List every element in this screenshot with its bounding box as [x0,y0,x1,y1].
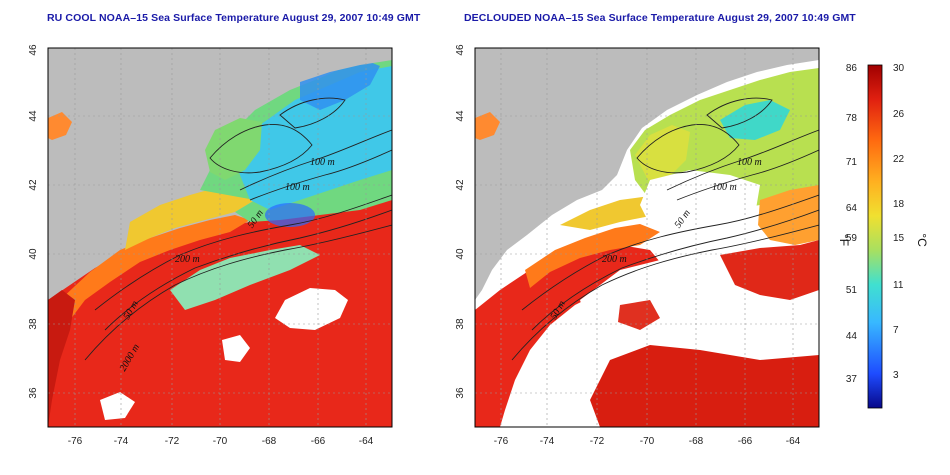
y-tick-label: 44 [455,110,466,122]
cloud-patch [275,288,348,330]
coastline-land [48,48,392,300]
sst-warm-patch [618,300,660,330]
contour-label: 100 m [712,182,737,193]
sst-gulf-maine [205,118,262,180]
y-tick-label: 38 [28,318,39,330]
sst-warm-region [475,245,660,427]
bathymetry-contours [511,97,819,361]
y-tick-label: 46 [455,44,466,56]
x-tick-label: -68 [262,436,277,447]
x-tick-label: -66 [738,436,753,447]
sst-cyan-patch [720,100,790,140]
fahrenheit-tick: 37 [846,374,858,385]
map-frame [47,47,393,428]
x-tick-label: -74 [540,436,555,447]
celsius-unit: °C [915,233,929,247]
x-axis: -76 -74 -72 -70 -68 -66 -64 [68,436,374,447]
sst-yellow-band [125,188,255,250]
sst-cape-patch [48,112,72,140]
left-map-panel: 100 m 100 m 50 m 200 m 50 m 2000 m -76 -… [28,44,393,447]
fahrenheit-tick: 78 [846,113,858,124]
y-axis: 46 44 42 40 38 36 [455,44,466,399]
x-tick-label: -72 [590,436,605,447]
right-map-panel: 100 m 100 m 50 m 200 m 50 m -76 -74 -72 … [455,44,820,447]
contour-label: 100 m [310,157,335,168]
y-tick-label: 36 [28,387,39,399]
fahrenheit-tick: 44 [846,331,858,342]
cloud-patch [640,170,760,235]
contour-label: 100 m [737,157,762,168]
y-tick-label: 46 [28,44,39,56]
x-tick-label: -68 [689,436,704,447]
contour-label: 100 m [285,182,310,193]
right-map-title: DECLOUDED NOAA–15 Sea Surface Temperatur… [464,12,856,24]
y-tick-label: 42 [28,179,39,191]
x-tick-label: -76 [494,436,509,447]
coastline-land [475,48,819,300]
celsius-tick: 22 [893,154,905,165]
x-axis: -76 -74 -72 -70 -68 -66 -64 [494,436,801,447]
fahrenheit-tick: 51 [846,285,858,296]
colorbar-gradient [867,64,883,409]
x-tick-label: -70 [640,436,655,447]
fahrenheit-tick: 64 [846,203,858,214]
celsius-tick: 11 [893,280,904,291]
celsius-tick: 18 [893,199,905,210]
x-tick-label: -64 [786,436,801,447]
fahrenheit-tick: 86 [846,63,858,74]
fahrenheit-tick: 59 [846,233,858,244]
celsius-tick: 15 [893,233,905,244]
sst-cold-eddy [265,203,315,227]
y-tick-label: 44 [28,110,39,122]
sst-warm-patch [590,345,819,427]
temperature-colorbar: 86 78 71 64 59 51 44 37 °F 30 26 22 18 1… [837,63,929,409]
sst-orange-band [525,224,660,288]
contour-label: 200 m [175,254,200,265]
y-tick-label: 38 [455,318,466,330]
fahrenheit-unit: °F [837,234,851,246]
y-axis: 46 44 42 40 38 36 [28,44,39,399]
contour-label: 200 m [602,254,627,265]
fahrenheit-scale: 86 78 71 64 59 51 44 37 °F [837,63,857,385]
y-tick-label: 40 [28,248,39,260]
fahrenheit-tick: 71 [846,157,858,168]
x-tick-label: -66 [311,436,326,447]
cloud-patch [100,392,135,420]
x-tick-label: -74 [114,436,129,447]
y-tick-label: 36 [455,387,466,399]
celsius-tick: 26 [893,109,905,120]
celsius-scale: 30 26 22 18 15 11 7 3 °C [893,63,929,381]
sst-cape-patch [475,112,500,140]
left-map-title: RU COOL NOAA–15 Sea Surface Temperature … [47,12,421,24]
graticule [475,48,819,427]
y-tick-label: 42 [455,179,466,191]
cloud-patch [222,335,250,362]
x-tick-label: -70 [213,436,228,447]
x-tick-label: -72 [165,436,180,447]
sst-cyan-water [230,66,392,210]
map-frame [474,47,820,428]
celsius-tick: 30 [893,63,905,74]
sst-mid-shelf [170,245,320,310]
x-tick-label: -64 [359,436,374,447]
bathymetry-contours [84,97,392,361]
graticule [48,48,392,427]
y-tick-label: 40 [455,248,466,260]
sst-gulf-maine [635,125,690,180]
celsius-tick: 3 [893,370,899,381]
sst-orange-band [60,215,250,320]
celsius-tick: 7 [893,325,899,336]
x-tick-label: -76 [68,436,83,447]
